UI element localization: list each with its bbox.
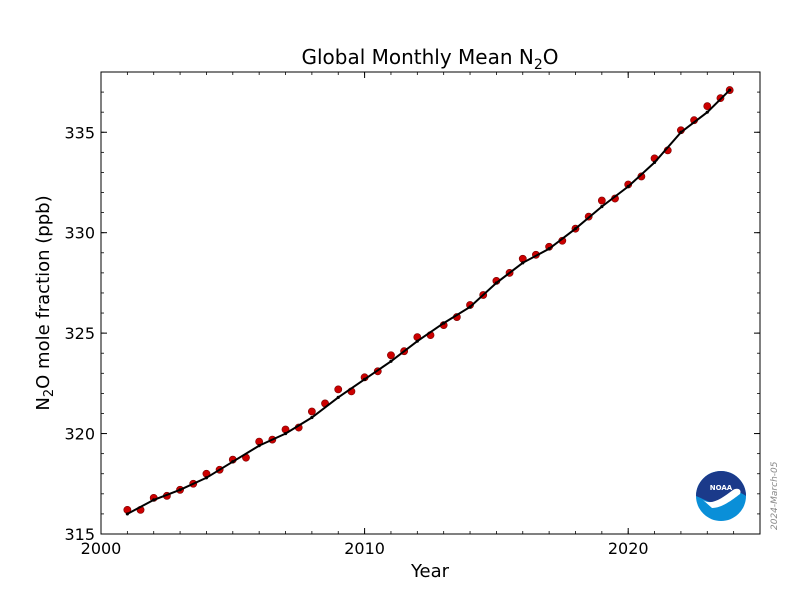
axis-ticks: 2000 2010 2020 315 320 325 330 335 (64, 71, 761, 558)
monthly-data-point (387, 351, 395, 360)
monthly-data-point (597, 196, 606, 205)
trend-data-point (336, 395, 340, 400)
trend-data-point (257, 444, 261, 448)
logo-top-navy (696, 471, 746, 503)
x-tick-label: 2000 (81, 539, 122, 558)
trend-data-point (728, 88, 732, 92)
trend-data-point (547, 247, 551, 251)
noaa-logo: NOAA (696, 471, 746, 521)
trend-data-point (573, 227, 578, 231)
trend-data-point (204, 476, 209, 480)
y-tick-label: 315 (64, 525, 95, 544)
trend-data-point (705, 110, 709, 114)
trend-data-point (521, 261, 525, 265)
trend-data-point (389, 359, 393, 363)
x-axis-label: Year (410, 561, 450, 582)
trend-data-point (442, 321, 446, 325)
trend-data-point (415, 339, 419, 343)
trend-data-point (652, 160, 657, 164)
monthly-data-point (703, 102, 712, 111)
trend-data-point (178, 488, 182, 492)
y-axis-label: N2O mole fraction (ppb) (33, 195, 57, 410)
trend-data-point (626, 184, 630, 189)
x-tick-label: 2020 (608, 539, 649, 558)
plot-frame (100, 71, 761, 535)
trend-data-point (283, 431, 288, 436)
y-tick-label: 325 (64, 324, 95, 343)
trend-data-point (679, 130, 683, 134)
trend-data-point (600, 204, 604, 209)
trend-data-point (363, 377, 367, 381)
trend-data-point (152, 498, 156, 502)
trend-data-point (125, 512, 129, 516)
series-layer (123, 86, 734, 516)
logo-text: NOAA (710, 484, 733, 492)
date-stamp: 2024-March-05 (770, 461, 780, 530)
x-tick-label: 2010 (344, 539, 385, 558)
chart-title: Global Monthly Mean N2O (301, 45, 558, 73)
logo-bird (703, 488, 741, 508)
y-tick-label: 335 (64, 123, 95, 142)
trend-data-point (231, 460, 235, 464)
monthly-data-point (307, 407, 316, 416)
trend-data-point (468, 305, 472, 309)
y-tick-label: 320 (64, 425, 95, 444)
trend-line (126, 89, 731, 515)
trend-data-point (310, 415, 314, 420)
trend-data-point (494, 281, 498, 285)
monthly-data-point (334, 385, 343, 394)
y-tick-label: 330 (64, 224, 95, 243)
